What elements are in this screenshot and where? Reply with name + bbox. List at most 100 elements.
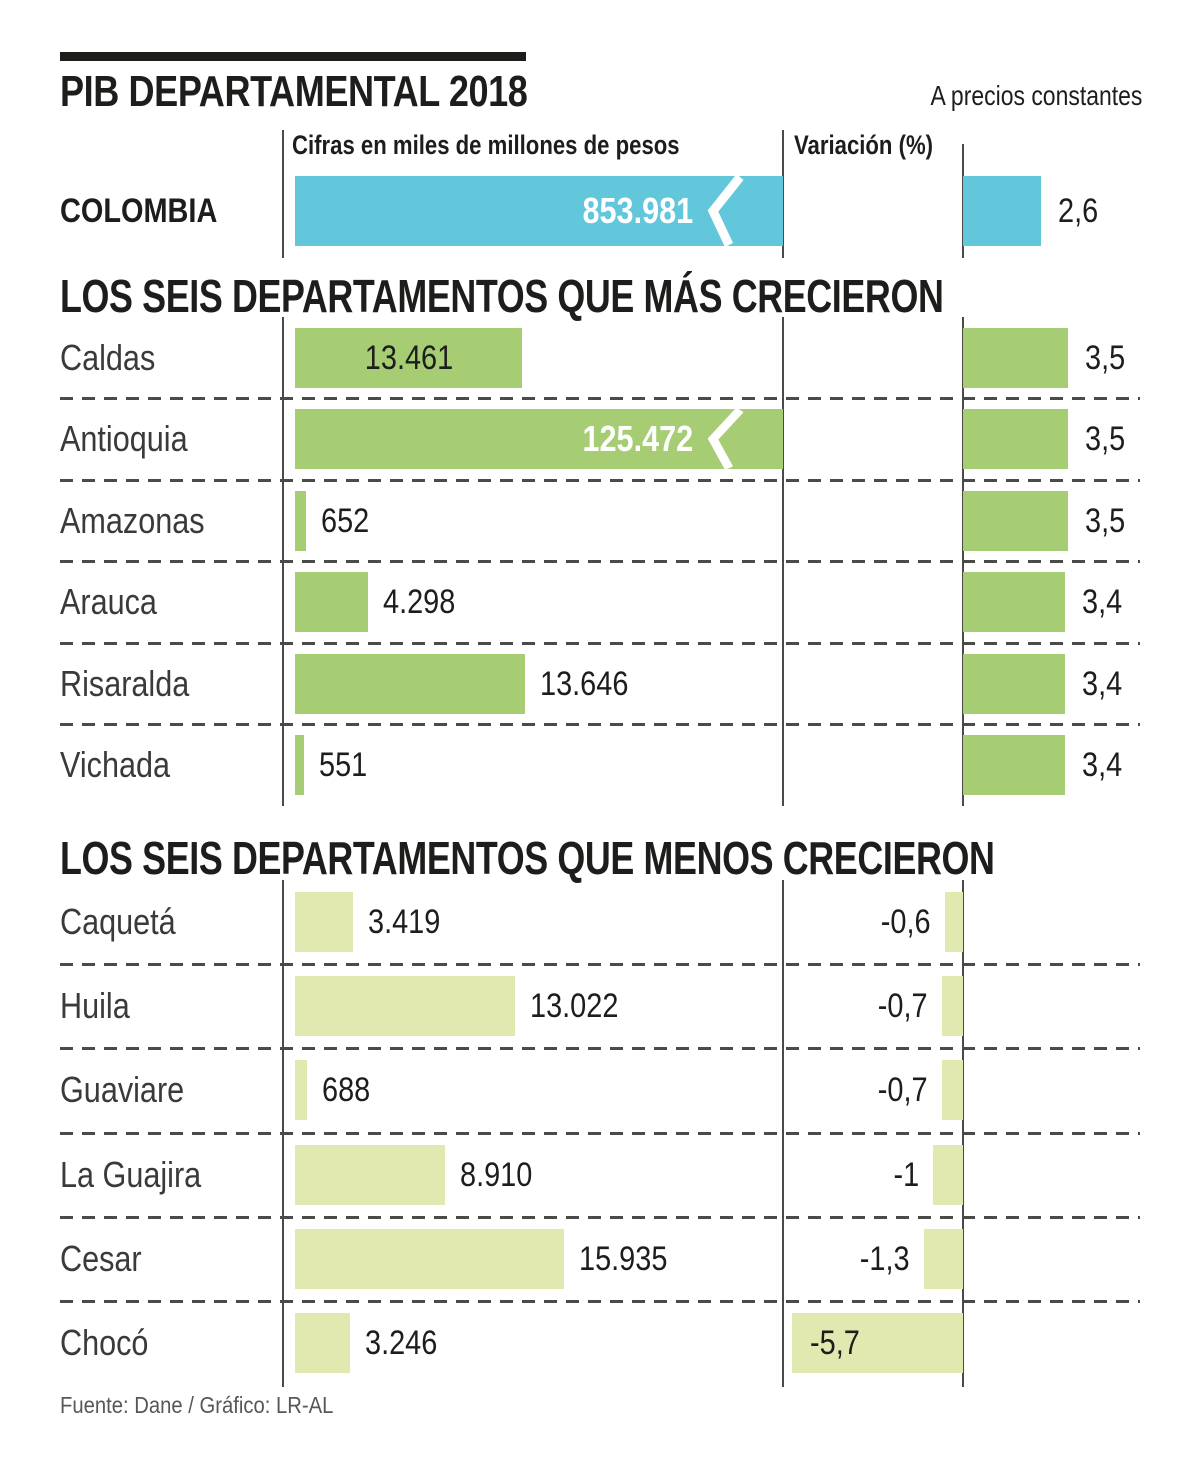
gdp-value: 8.910: [460, 1156, 533, 1194]
variation-value: 3,5: [1085, 502, 1126, 540]
variation-bar: [963, 409, 1068, 469]
gdp-value: 13.461: [364, 339, 453, 377]
dashed-separator: [60, 479, 1140, 482]
variation-bar: [792, 1313, 963, 1373]
gdp-bar: 125.472: [295, 409, 783, 469]
dashed-separator: [60, 1216, 1140, 1219]
dashed-separator: [60, 1047, 1140, 1050]
department-label: La Guajira: [60, 1154, 202, 1195]
variation-value: 2,6: [1058, 192, 1099, 230]
section-header-top-growers: LOS SEIS DEPARTAMENTOS QUE MÁS CRECIERON: [60, 270, 944, 322]
gdp-value: 3.419: [368, 903, 441, 941]
variation-bar: [945, 892, 963, 952]
dashed-separator: [60, 397, 1140, 400]
department-label: Caldas: [60, 337, 156, 378]
variation-bar: [963, 572, 1065, 632]
variation-value: -1: [893, 1156, 919, 1194]
gdp-bar: 652: [295, 491, 369, 551]
axis-line: [282, 130, 284, 258]
gdp-bar: 13.461: [295, 328, 522, 388]
gdp-value: 4.298: [383, 583, 456, 621]
gdp-bar: 3.246: [295, 1313, 437, 1373]
department-label: Chocó: [60, 1322, 149, 1363]
gdp-value: 3.246: [365, 1324, 438, 1362]
department-label: Cesar: [60, 1238, 142, 1279]
row-amazonas: Amazonas 652 3,5: [0, 480, 1200, 561]
gdp-bar: 688: [295, 1060, 370, 1120]
divider-line: [782, 130, 784, 258]
dashed-separator: [60, 963, 1140, 966]
dashed-separator: [60, 1132, 1140, 1135]
row-la-guajira: La Guajira 8.910 -1: [0, 1133, 1200, 1217]
axis-break-icon: [707, 409, 744, 469]
title-rule: [60, 52, 526, 61]
row-risaralda: Risaralda 13.646 3,4: [0, 643, 1200, 724]
gdp-value: 13.022: [530, 987, 619, 1025]
gdp-value: 125.472: [582, 418, 693, 459]
department-label: Guaviare: [60, 1069, 185, 1110]
department-label: COLOMBIA: [60, 191, 218, 230]
gdp-value: 15.935: [579, 1240, 668, 1278]
department-label: Antioquia: [60, 418, 188, 459]
department-label: Caquetá: [60, 901, 176, 942]
row-antioquia: Antioquia 125.472 3,5: [0, 398, 1200, 479]
department-label: Amazonas: [60, 500, 205, 541]
gdp-value: 551: [319, 746, 368, 784]
gdp-bar: 13.022: [295, 976, 618, 1036]
dashed-separator: [60, 1300, 1140, 1303]
gdp-bar: 4.298: [295, 572, 455, 632]
row-arauca: Arauca 4.298 3,4: [0, 561, 1200, 642]
variation-bar: [963, 176, 1041, 246]
department-label: Arauca: [60, 581, 157, 622]
section-header-bottom-growers: LOS SEIS DEPARTAMENTOS QUE MENOS CRECIER…: [60, 832, 995, 884]
department-label: Vichada: [60, 744, 171, 785]
gdp-value: 13.646: [540, 665, 629, 703]
variation-value: 3,4: [1082, 665, 1123, 703]
gdp-value: 853.981: [582, 190, 693, 231]
row-colombia: COLOMBIA 853.981 2,6: [0, 176, 1200, 246]
gdp-bar: 3.419: [295, 892, 440, 952]
gdp-bar: 13.646: [295, 654, 628, 714]
variation-value: -1,3: [860, 1240, 910, 1278]
row-vichada: Vichada 551 3,4: [0, 724, 1200, 805]
row-huila: Huila 13.022 -0,7: [0, 964, 1200, 1048]
variation-bar: [963, 491, 1068, 551]
row-caldas: Caldas 13.461 3,5: [0, 317, 1200, 398]
column-header-values: Cifras en miles de millones de pesos: [292, 130, 680, 160]
gdp-value: 652: [321, 502, 370, 540]
row-caqueta: Caquetá 3.419 -0,6: [0, 880, 1200, 964]
row-cesar: Cesar 15.935 -1,3: [0, 1217, 1200, 1301]
variation-value: 3,5: [1085, 420, 1126, 458]
variation-value: 3,4: [1082, 583, 1123, 621]
dashed-separator: [60, 723, 1140, 726]
variation-bar: [963, 735, 1065, 795]
subtitle: A precios constantes: [930, 80, 1142, 111]
variation-value: -0,7: [878, 987, 928, 1025]
variation-bar: [942, 976, 963, 1036]
variation-bar: [924, 1229, 963, 1289]
department-label: Huila: [60, 985, 130, 1026]
dashed-separator: [60, 642, 1140, 645]
column-header-variation: Variación (%): [794, 130, 934, 160]
gdp-bar: 853.981: [295, 176, 783, 246]
gdp-bar: 15.935: [295, 1229, 667, 1289]
gdp-bar: 551: [295, 735, 367, 795]
variation-value: 3,4: [1082, 746, 1123, 784]
variation-value: -0,6: [881, 903, 931, 941]
variation-value: 3,5: [1085, 339, 1126, 377]
gdp-bar: 8.910: [295, 1145, 532, 1205]
gdp-value: 688: [322, 1071, 371, 1109]
page-title: PIB DEPARTAMENTAL 2018: [60, 67, 528, 116]
variation-bar: [963, 328, 1068, 388]
variation-bar: [942, 1060, 963, 1120]
row-guaviare: Guaviare 688 -0,7: [0, 1048, 1200, 1132]
variation-value: -5,7: [810, 1324, 860, 1362]
source-credit: Fuente: Dane / Gráfico: LR-AL: [60, 1392, 334, 1418]
department-label: Risaralda: [60, 663, 190, 704]
variation-bar: [933, 1145, 963, 1205]
row-choco: Chocó 3.246 -5,7: [0, 1301, 1200, 1385]
variation-value: -0,7: [878, 1071, 928, 1109]
axis-break-icon: [707, 176, 744, 246]
variation-bar: [963, 654, 1065, 714]
